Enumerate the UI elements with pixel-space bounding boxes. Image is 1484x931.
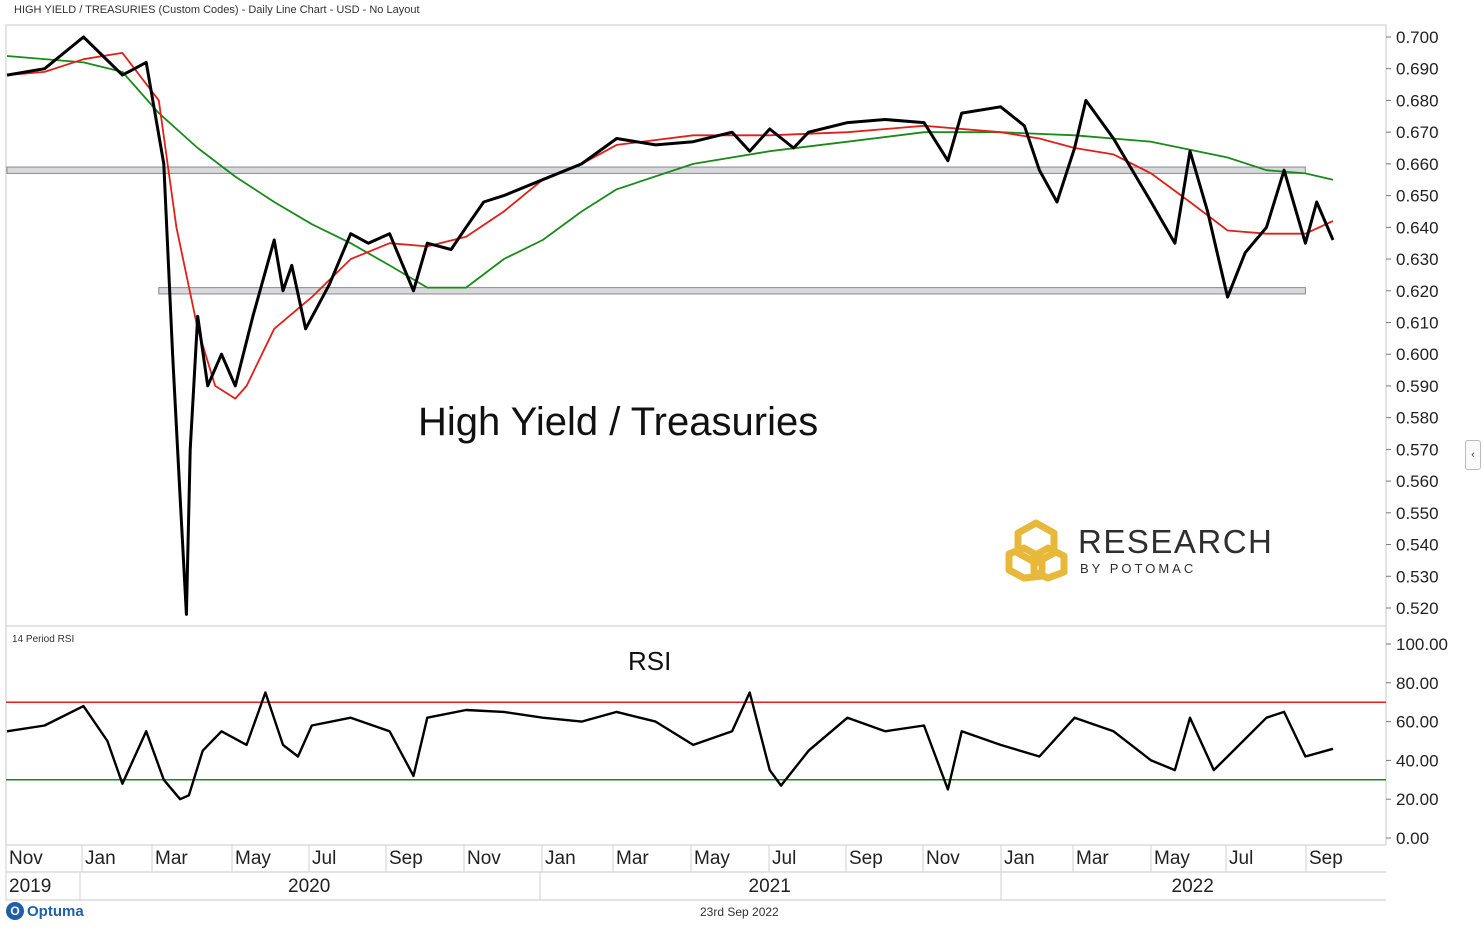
x-tick-label: Jan [1004,848,1035,869]
x-tick-label: Jan [545,848,576,869]
x-tick-label: Mar [155,848,188,869]
research-potomac-logo: RESEARCH BY POTOMAC [1005,519,1273,582]
y-tick-label: 0.650 [1396,187,1439,206]
band-0 [6,166,1306,174]
x-tick-label: May [235,848,271,869]
price-line [6,35,1335,616]
main-panel-series [6,35,1335,616]
rsi-y-tick-label: 20.00 [1396,790,1439,809]
x-tick-label: Jan [85,848,116,869]
year-label: 2021 [749,876,791,897]
y-tick-label: 0.530 [1396,567,1439,586]
x-tick-label: Jul [312,848,336,869]
moving-average-long-line [6,55,1334,289]
rsi-y-tick-label: 100.00 [1396,635,1448,654]
optuma-brand-text: Optuma [27,902,84,920]
y-tick-label: 0.610 [1396,314,1439,333]
y-tick-label: 0.580 [1396,409,1439,428]
x-tick-label: Jul [772,848,796,869]
hexagon-logo-icon [1005,519,1068,582]
footer-date: 23rd Sep 2022 [700,905,779,919]
y-tick-label: 0.670 [1396,123,1439,142]
rsi-line [6,691,1334,801]
support-resistance-bands [6,166,1306,295]
y-tick-label: 0.560 [1396,472,1439,491]
year-label: 2020 [288,876,330,897]
x-tick-label: Nov [9,848,43,869]
y-tick-label: 0.620 [1396,282,1439,301]
y-tick-label: 0.520 [1396,599,1439,618]
rsi-y-tick-label: 60.00 [1396,713,1439,732]
moving-average-short-line [6,52,1334,400]
main-chart-title: High Yield / Treasuries [418,400,818,444]
y-tick-label: 0.600 [1396,345,1439,364]
y-tick-label: 0.680 [1396,91,1439,110]
y-tick-label: 0.570 [1396,440,1439,459]
rsi-y-tick-label: 80.00 [1396,674,1439,693]
x-tick-label: Sep [849,848,883,869]
x-tick-label: Mar [616,848,649,869]
main-y-axis-ticks: 0.700 0.690 0.680 0.670 0.660 0.650 0.640 0.630… [1386,28,1439,618]
x-tick-label: Jul [1229,848,1253,869]
x-axis-month-ticks: Nov Jan Mar May Jul Sep Nov Jan Mar May Jul Sep Nov J… [5,845,1343,872]
logo-title: RESEARCH [1078,523,1273,560]
y-tick-label: 0.660 [1396,155,1439,174]
optuma-brand: O Optuma [6,902,84,920]
x-tick-label: May [694,848,730,869]
rsi-y-tick-label: 40.00 [1396,751,1439,770]
x-tick-label: Sep [389,848,423,869]
rsi-panel-series [6,691,1386,801]
y-tick-label: 0.540 [1396,536,1439,555]
rsi-chart-title: RSI [628,646,671,676]
y-tick-label: 0.630 [1396,250,1439,269]
x-tick-label: May [1154,848,1190,869]
y-tick-label: 0.550 [1396,504,1439,523]
rsi-y-axis-ticks: 100.00 80.00 60.00 40.00 20.00 0.00 [1386,635,1448,848]
rsi-panel-subtitle: 14 Period RSI [12,634,74,645]
band-1 [158,287,1306,295]
y-tick-label: 0.590 [1396,377,1439,396]
logo-subtitle: BY POTOMAC [1080,561,1196,576]
y-tick-label: 0.690 [1396,60,1439,79]
x-axis-year-ticks: 2019 2020 2021 2022 [5,872,1214,900]
rsi-y-tick-label: 0.00 [1396,829,1429,848]
x-tick-label: Nov [467,848,501,869]
chevron-left-icon[interactable]: ‹ [1465,440,1481,470]
chart-header-title: HIGH YIELD / TREASURIES (Custom Codes) -… [14,4,420,16]
x-tick-label: Sep [1309,848,1343,869]
optuma-logo-icon: O [6,902,24,920]
x-tick-label: Nov [926,848,960,869]
y-tick-label: 0.700 [1396,28,1439,47]
year-label: 2022 [1172,876,1214,897]
x-tick-label: Mar [1076,848,1109,869]
y-tick-label: 0.640 [1396,218,1439,237]
year-label: 2019 [9,876,51,897]
